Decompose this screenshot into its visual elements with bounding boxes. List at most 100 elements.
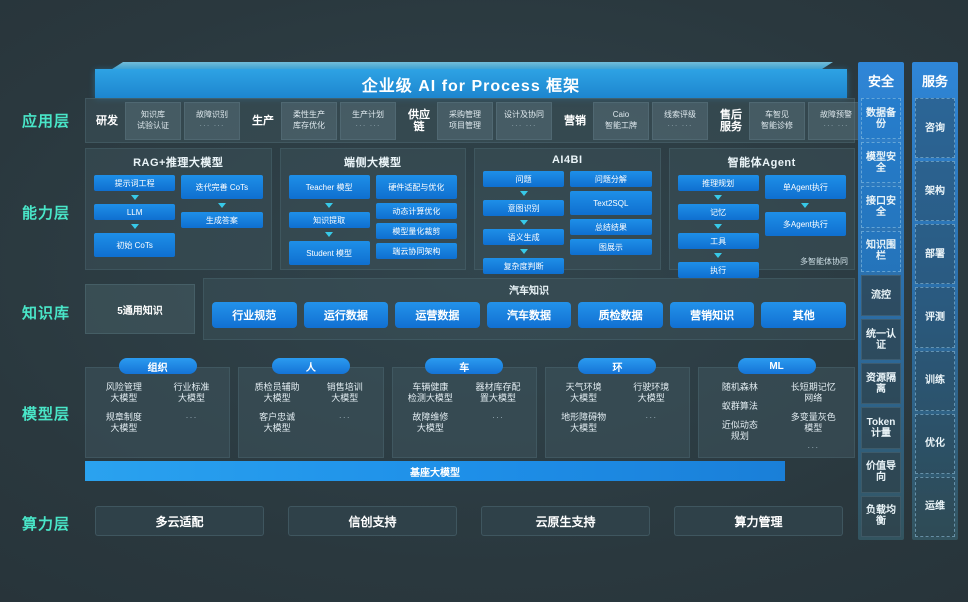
capability-column-left: 问题意图识别语义生成复杂度判断 xyxy=(483,171,565,274)
application-cell[interactable]: 故障识别 ··· ··· xyxy=(184,101,240,140)
application-cell[interactable]: 设计及协同 ··· ··· xyxy=(496,101,552,140)
capability-chip[interactable]: 硬件适配与优化 xyxy=(375,175,457,199)
capability-chip[interactable]: 语义生成 xyxy=(483,229,565,245)
knowledge-chip[interactable]: 运行数据 xyxy=(303,302,389,328)
capability-chip[interactable]: Teacher 模型 xyxy=(288,175,370,199)
model-cell[interactable]: ··· xyxy=(338,412,351,422)
knowledge-chip[interactable]: 营销知识 xyxy=(669,302,755,328)
model-cell[interactable]: 车辆健康 检测大模型 xyxy=(407,382,453,403)
model-cell[interactable]: 质检员辅助 大模型 xyxy=(254,382,300,403)
model-group-pill[interactable]: 车 xyxy=(425,358,504,374)
knowledge-general-box[interactable]: 5通用知识 xyxy=(85,284,195,334)
capability-card[interactable]: 端侧大模型 Teacher 模型 知识提取 Student 模型 硬件适配与优化 动态计算… xyxy=(279,148,466,270)
capability-chip[interactable]: 问题 xyxy=(483,171,565,187)
capability-chip[interactable]: 多Agent执行 xyxy=(764,212,846,236)
capability-chip[interactable]: 图展示 xyxy=(570,239,652,255)
capability-chip[interactable]: 复杂度判断 xyxy=(483,258,565,274)
base-model-bar: 基座大模型 xyxy=(85,461,785,481)
capability-column-right: 问题分解 Text2SQL 总结结果图展示 xyxy=(570,171,652,263)
sidebar-security-item[interactable]: 数据备份 xyxy=(861,98,901,140)
model-cell[interactable]: 近似动态 规划 xyxy=(721,420,758,441)
compute-box[interactable]: 信创支持 xyxy=(288,506,457,536)
sidebar-security-item[interactable]: 知识围栏 xyxy=(861,230,901,272)
model-cell[interactable]: ··· xyxy=(492,412,505,422)
model-cell[interactable]: 天气环境 大模型 xyxy=(565,382,602,403)
sidebar-security-item[interactable]: 模型安全 xyxy=(861,142,901,184)
capability-chip[interactable]: 生成答案 xyxy=(181,212,263,228)
capability-card[interactable]: RAG+推理大模型 提示词工程 LLM 初始 CoTs 迭代完善 CoTs 生成答案 xyxy=(85,148,272,270)
model-cell[interactable]: 行驶环境 大模型 xyxy=(633,382,670,403)
knowledge-chip[interactable]: 汽车数据 xyxy=(486,302,572,328)
model-cell[interactable]: 客户忠诚 大模型 xyxy=(259,412,296,433)
model-cell[interactable]: 蚁群算法 xyxy=(721,401,758,411)
model-cell[interactable]: 地形障碍物 大模型 xyxy=(561,412,607,433)
capability-chip[interactable]: 初始 CoTs xyxy=(94,233,176,257)
application-cell[interactable]: 采购管理 项目管理 xyxy=(437,101,493,140)
capability-chip[interactable]: Student 模型 xyxy=(288,241,370,265)
knowledge-chip[interactable]: 行业规范 xyxy=(212,302,297,328)
model-cell[interactable]: 风险管理 大模型 xyxy=(105,382,142,403)
application-cell[interactable]: 故障预警 ··· ··· xyxy=(808,101,864,140)
model-group-pill[interactable]: ML xyxy=(737,358,816,374)
model-cell[interactable]: 随机森林 xyxy=(721,382,758,392)
capability-chip[interactable]: 记忆 xyxy=(677,204,759,220)
capability-chip[interactable]: 总结结果 xyxy=(570,219,652,235)
knowledge-chip[interactable]: 质检数据 xyxy=(578,302,663,328)
model-cell[interactable]: 故障维修 大模型 xyxy=(412,412,449,433)
model-cell[interactable]: 规章制度 大模型 xyxy=(105,412,142,433)
application-cell[interactable]: Caio 智能工牌 xyxy=(593,101,649,140)
compute-box[interactable]: 云原生支持 xyxy=(481,506,650,536)
sidebar-security-item[interactable]: 接口安全 xyxy=(861,186,901,228)
capability-card[interactable]: 智能体Agent 推理规划 记忆 工具 执行 单Agent执行 多Agent执行 多智能体协同 xyxy=(668,148,855,278)
sidebar-security-item[interactable]: 流控 xyxy=(861,274,901,317)
capability-chip[interactable]: 动态计算优化 xyxy=(375,203,457,219)
compute-box[interactable]: 算力管理 xyxy=(674,506,843,536)
compute-box[interactable]: 多云适配 xyxy=(95,506,264,536)
sidebar-security-item[interactable]: 资源隔离 xyxy=(861,363,901,405)
capability-chip[interactable]: 工具 xyxy=(677,233,759,249)
application-cell[interactable]: 柔性生产 库存优化 xyxy=(281,101,337,140)
sidebar-security-item[interactable]: Token计量 xyxy=(861,407,901,449)
capability-chip[interactable]: 意图识别 xyxy=(483,200,565,216)
model-group-pill[interactable]: 环 xyxy=(578,358,657,374)
application-cell[interactable]: 车智见 智能诊修 xyxy=(749,101,805,140)
capability-chip[interactable]: LLM xyxy=(94,204,176,220)
model-group-pill[interactable]: 人 xyxy=(271,358,350,374)
knowledge-chip[interactable]: 运营数据 xyxy=(395,302,480,328)
capability-chip[interactable]: 问题分解 xyxy=(570,171,652,187)
sidebar-service-item[interactable]: 架构 xyxy=(915,161,955,222)
sidebar-service-item[interactable]: 部署 xyxy=(915,224,955,285)
capability-chip[interactable]: Text2SQL xyxy=(570,191,652,215)
capability-card[interactable]: AI4BI 问题 意图识别 语义生成 复杂度判断 问题分解 Text2SQL 总结结果 图展示 xyxy=(474,148,661,274)
model-group-box: 天气环境 大模型 地形障碍物 大模型 行驶环境 大模型 ··· xyxy=(544,367,691,458)
model-cell[interactable]: 销售培训 大模型 xyxy=(326,382,363,403)
capability-chip[interactable]: 迭代完善 CoTs xyxy=(181,175,263,199)
capability-chip[interactable]: 知识提取 xyxy=(288,212,370,228)
sidebar-service-item[interactable]: 咨询 xyxy=(915,98,955,159)
application-cell[interactable]: 生产计划 ··· ··· xyxy=(340,101,396,140)
capability-chip[interactable]: 执行 xyxy=(677,262,759,278)
capability-chip[interactable]: 推理规划 xyxy=(677,175,759,191)
sidebar-security-item[interactable]: 统一认证 xyxy=(861,319,901,361)
model-cell[interactable]: 长短期记忆 网络 xyxy=(790,382,836,403)
knowledge-chip[interactable]: 其他 xyxy=(761,302,847,328)
model-cell[interactable]: 行业标准 大模型 xyxy=(173,382,210,403)
capability-chip[interactable]: 端云协同架构 xyxy=(375,243,457,259)
model-cell[interactable]: 多变量灰色 模型 xyxy=(790,412,836,433)
capability-chip[interactable]: 单Agent执行 xyxy=(764,175,846,199)
model-group-pill[interactable]: 组织 xyxy=(118,358,197,374)
application-cell[interactable]: 知识库 试验认证 xyxy=(125,101,181,140)
sidebar-security-item[interactable]: 负载均衡 xyxy=(861,495,901,538)
model-cell[interactable]: ··· xyxy=(185,412,198,422)
capability-chip[interactable]: 提示词工程 xyxy=(94,175,176,191)
application-cell[interactable]: 线索评级 ··· ··· xyxy=(652,101,708,140)
sidebar-service-item[interactable]: 优化 xyxy=(915,413,955,474)
capability-chip[interactable]: 模型量化裁剪 xyxy=(375,223,457,239)
sidebar-service-item[interactable]: 训练 xyxy=(915,350,955,411)
sidebar-security-item[interactable]: 价值导向 xyxy=(861,451,901,493)
model-cell[interactable]: ··· xyxy=(645,412,658,422)
model-cell[interactable]: ··· xyxy=(807,442,820,452)
sidebar-service-item[interactable]: 运维 xyxy=(915,476,955,537)
model-cell[interactable]: 器材库存配 置大模型 xyxy=(475,382,521,403)
sidebar-service-item[interactable]: 评测 xyxy=(915,287,955,348)
